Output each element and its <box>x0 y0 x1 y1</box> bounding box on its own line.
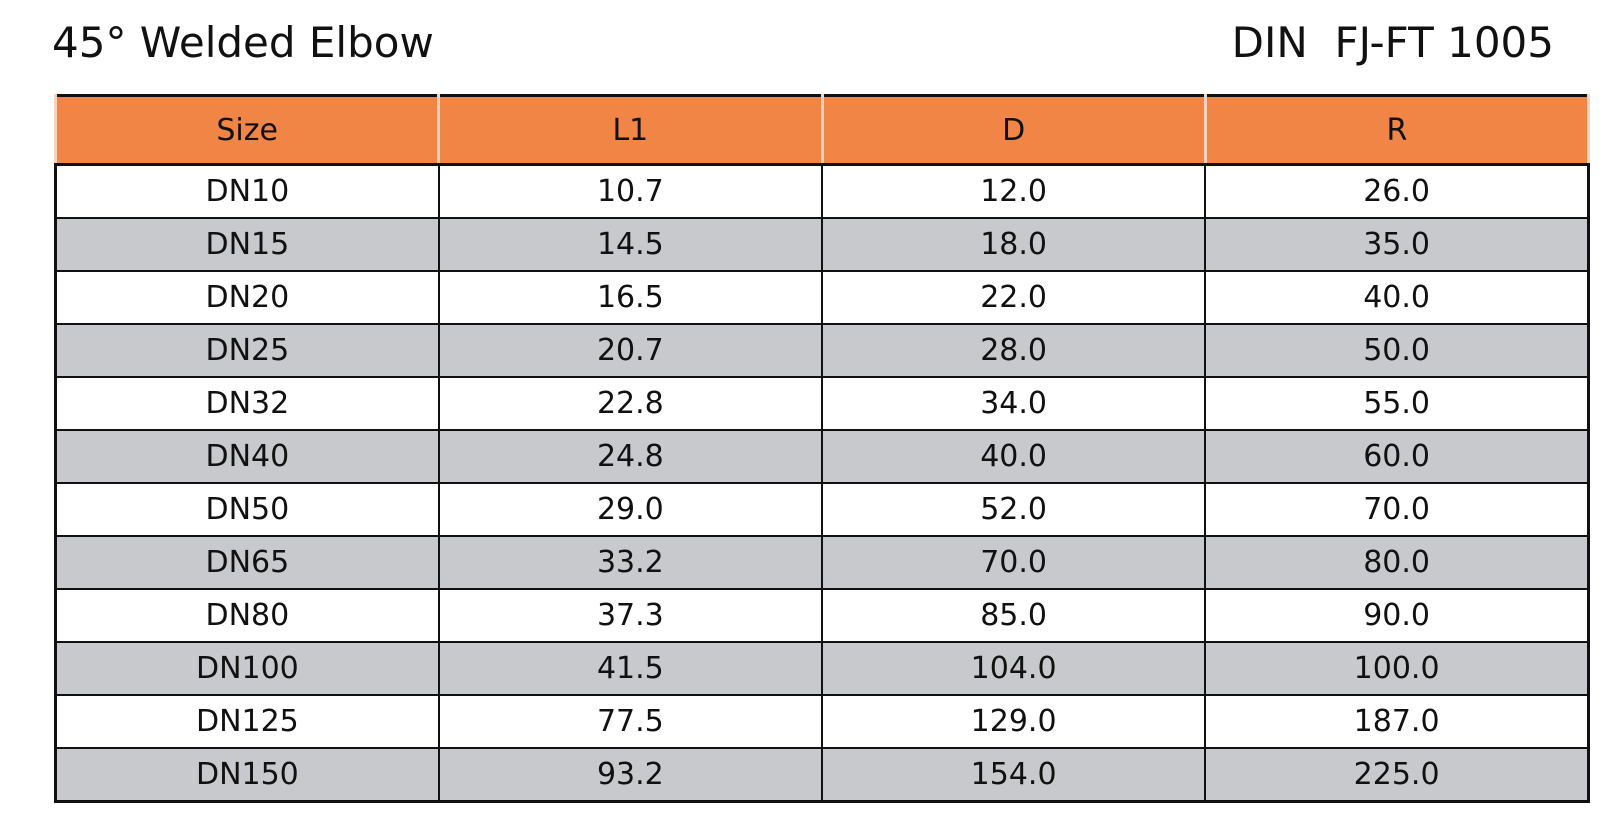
value-cell: 14.5 <box>437 217 824 272</box>
value-cell: 33.2 <box>437 535 824 590</box>
header-row: Size L1 D R <box>53 94 1591 166</box>
value-cell: 77.5 <box>437 694 824 749</box>
value-cell: 18.0 <box>820 217 1207 272</box>
size-cell: DN65 <box>54 535 440 590</box>
value-cell: 22.8 <box>437 376 824 431</box>
value-cell: 10.7 <box>437 163 824 219</box>
size-cell: DN10 <box>54 163 440 219</box>
table-row: DN25 20.7 28.0 50.0 <box>54 323 1590 378</box>
table-row: DN15 14.5 18.0 35.0 <box>54 217 1590 272</box>
value-cell: 93.2 <box>437 747 824 803</box>
table-row: DN65 33.2 70.0 80.0 <box>54 535 1590 590</box>
table-row: DN32 22.8 34.0 55.0 <box>54 376 1590 431</box>
table-row: DN10 10.7 12.0 26.0 <box>54 163 1590 219</box>
size-cell: DN80 <box>54 588 440 643</box>
column-header: D <box>820 94 1207 166</box>
value-cell: 100.0 <box>1204 641 1590 696</box>
value-cell: 225.0 <box>1204 747 1590 803</box>
value-cell: 41.5 <box>437 641 824 696</box>
column-header: L1 <box>437 94 824 166</box>
value-cell: 129.0 <box>820 694 1207 749</box>
value-cell: 35.0 <box>1204 217 1590 272</box>
title: 45° Welded Elbow <box>52 18 434 67</box>
value-cell: 70.0 <box>820 535 1207 590</box>
value-cell: 55.0 <box>1204 376 1590 431</box>
value-cell: 26.0 <box>1204 163 1590 219</box>
table-row: DN50 29.0 52.0 70.0 <box>54 482 1590 537</box>
size-cell: DN20 <box>54 270 440 325</box>
value-cell: 20.7 <box>437 323 824 378</box>
value-cell: 22.0 <box>820 270 1207 325</box>
column-header: R <box>1203 94 1591 166</box>
standard: DIN FJ-FT 1005 <box>1231 18 1554 67</box>
table-row: DN20 16.5 22.0 40.0 <box>54 270 1590 325</box>
value-cell: 40.0 <box>820 429 1207 484</box>
value-cell: 37.3 <box>437 588 824 643</box>
size-cell: DN32 <box>54 376 440 431</box>
value-cell: 154.0 <box>820 747 1207 803</box>
table-row: DN40 24.8 40.0 60.0 <box>54 429 1590 484</box>
value-cell: 40.0 <box>1204 270 1590 325</box>
value-cell: 104.0 <box>820 641 1207 696</box>
table-row: DN100 41.5 104.0 100.0 <box>54 641 1590 696</box>
table-row: DN150 93.2 154.0 225.0 <box>54 747 1590 803</box>
value-cell: 29.0 <box>437 482 824 537</box>
size-cell: DN125 <box>54 694 440 749</box>
size-cell: DN40 <box>54 429 440 484</box>
size-cell: DN50 <box>54 482 440 537</box>
size-cell: DN15 <box>54 217 440 272</box>
table-row: DN80 37.3 85.0 90.0 <box>54 588 1590 643</box>
value-cell: 16.5 <box>437 270 824 325</box>
value-cell: 12.0 <box>820 163 1207 219</box>
value-cell: 90.0 <box>1204 588 1590 643</box>
value-cell: 80.0 <box>1204 535 1590 590</box>
value-cell: 34.0 <box>820 376 1207 431</box>
value-cell: 187.0 <box>1204 694 1590 749</box>
size-cell: DN150 <box>54 747 440 803</box>
value-cell: 85.0 <box>820 588 1207 643</box>
column-header: Size <box>53 94 441 166</box>
value-cell: 70.0 <box>1204 482 1590 537</box>
table-row: DN125 77.5 129.0 187.0 <box>54 694 1590 749</box>
value-cell: 60.0 <box>1204 429 1590 484</box>
size-cell: DN100 <box>54 641 440 696</box>
spec-table: Size L1 D R DN10 10.7 12.0 26.0 DN15 14.5 18.0 35.… <box>53 94 1591 803</box>
value-cell: 52.0 <box>820 482 1207 537</box>
size-cell: DN25 <box>54 323 440 378</box>
value-cell: 24.8 <box>437 429 824 484</box>
value-cell: 28.0 <box>820 323 1207 378</box>
value-cell: 50.0 <box>1204 323 1590 378</box>
